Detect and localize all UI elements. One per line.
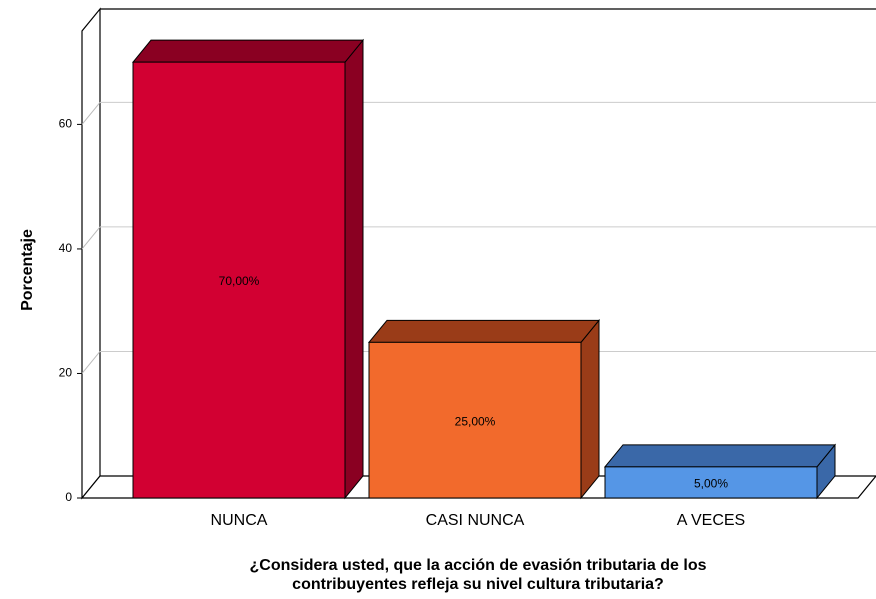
bar-top [131,39,365,63]
data-label: 70,00% [219,274,260,288]
y-axis-label: Porcentaje [19,229,36,311]
grid-line [81,226,101,250]
x-tick-label: CASI NUNCA [426,512,525,529]
x-axis-label: contribuyentes refleja su nivel cultura … [292,576,664,593]
bar [368,341,582,499]
x-axis-label: ¿Considera usted, que la acción de evasi… [249,557,706,574]
x-tick-label: NUNCA [211,512,268,529]
y-tick-label: 40 [59,241,73,255]
bar-top [603,444,837,468]
grid-line [81,351,101,374]
x-tick-label: A VECES [677,512,745,529]
grid-line [81,102,101,125]
y-tick-label: 60 [59,117,73,131]
y-tick-label: 20 [59,366,73,380]
bar-top [367,319,601,343]
bar [604,466,818,499]
left-wall [81,7,101,500]
data-label: 25,00% [455,414,496,428]
bar-side [580,318,600,500]
bar [132,61,346,499]
bar-side [344,38,364,500]
data-label: 5,00% [694,477,728,491]
y-tick-label: 0 [65,490,72,504]
